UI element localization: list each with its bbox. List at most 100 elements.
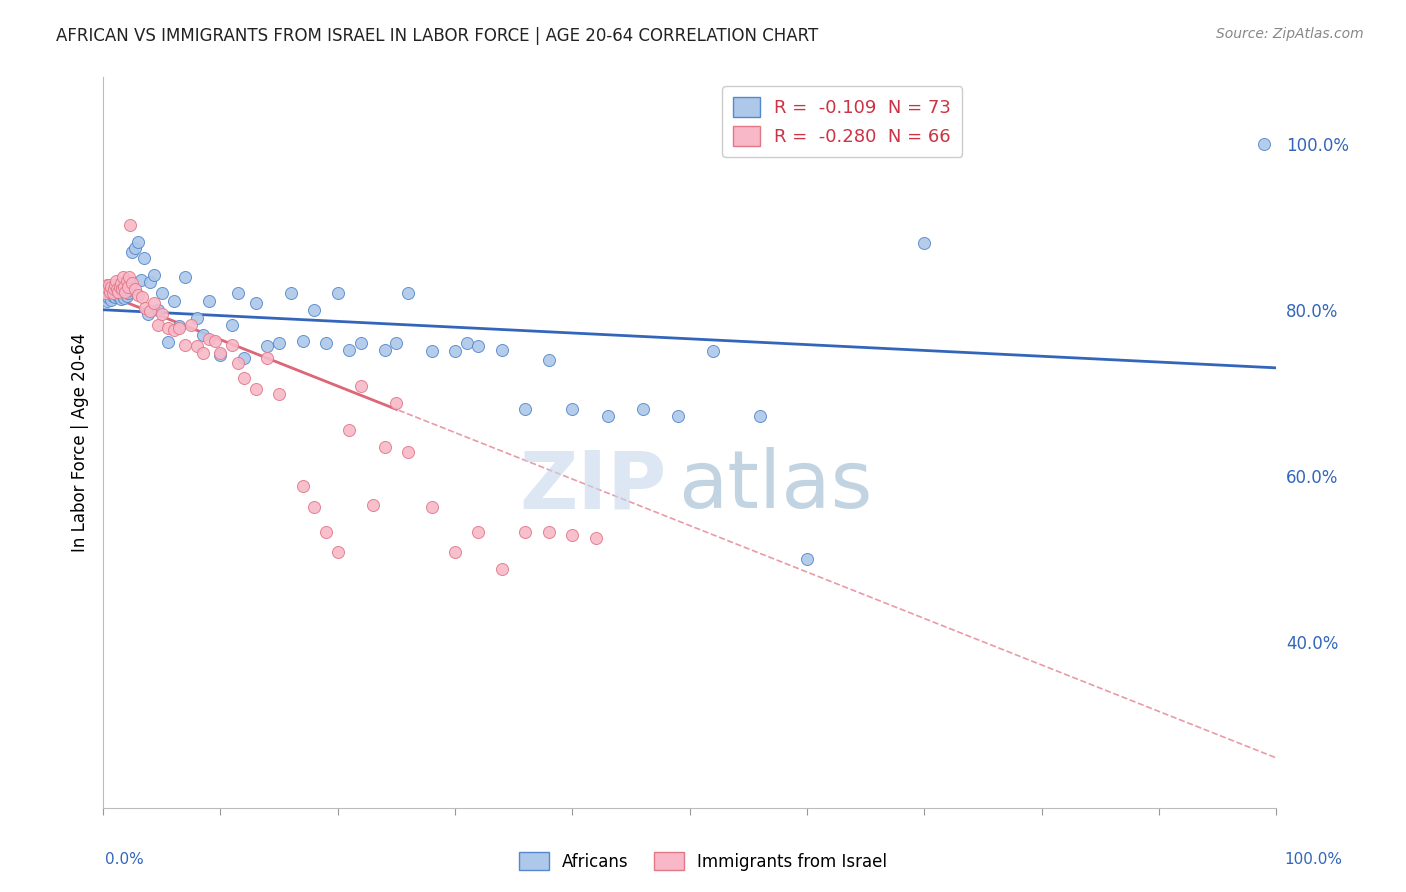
Point (127, 288, 149, 302)
Point (105, 285, 128, 299)
Text: atlas: atlas (678, 448, 872, 525)
Point (186, 339, 208, 353)
Point (129, 273, 152, 287)
Point (245, 382, 267, 396)
Point (585, 531, 607, 545)
Point (221, 318, 243, 332)
Point (148, 302, 170, 317)
Point (702, 344, 724, 359)
Point (304, 500, 326, 515)
Text: ZIP: ZIP (519, 448, 666, 525)
Point (124, 282, 146, 296)
Point (209, 348, 232, 362)
Point (186, 311, 208, 326)
Point (256, 351, 278, 365)
Point (107, 289, 129, 303)
Point (396, 286, 419, 301)
Point (232, 371, 254, 385)
Text: AFRICAN VS IMMIGRANTS FROM ISRAEL IN LABOR FORCE | AGE 20-64 CORRELATION CHART: AFRICAN VS IMMIGRANTS FROM ISRAEL IN LAB… (56, 27, 818, 45)
Point (280, 286, 302, 301)
Point (209, 346, 232, 360)
Point (291, 334, 314, 349)
Point (796, 551, 818, 566)
Point (1253, 136, 1275, 151)
Point (136, 307, 159, 321)
Point (148, 318, 170, 332)
Point (197, 332, 219, 346)
Point (108, 285, 131, 300)
Point (174, 337, 197, 351)
Point (104, 290, 127, 304)
Point (267, 387, 290, 401)
Point (98, 277, 121, 292)
Point (110, 292, 132, 306)
Point (350, 335, 373, 350)
Point (100, 279, 122, 293)
Point (112, 288, 135, 302)
Point (150, 286, 173, 301)
Point (139, 304, 162, 318)
Point (139, 275, 162, 289)
Point (115, 289, 138, 303)
Point (97, 290, 120, 304)
Point (150, 307, 173, 321)
Point (110, 277, 132, 291)
Text: 100.0%: 100.0% (1285, 852, 1343, 867)
Point (107, 285, 129, 299)
Point (111, 282, 134, 296)
Point (350, 379, 373, 393)
Text: 0.0%: 0.0% (105, 852, 145, 867)
Point (93, 286, 115, 301)
Point (339, 423, 361, 437)
Point (666, 409, 689, 423)
Point (115, 274, 138, 288)
Point (101, 289, 124, 303)
Point (267, 335, 290, 350)
Point (114, 285, 136, 299)
Point (117, 279, 139, 293)
Point (142, 296, 165, 310)
Point (467, 339, 489, 353)
Legend: R =  -0.109  N = 73, R =  -0.280  N = 66: R = -0.109 N = 73, R = -0.280 N = 66 (723, 87, 962, 157)
Point (385, 335, 408, 350)
Point (420, 344, 443, 359)
Legend: Africans, Immigrants from Israel: Africans, Immigrants from Israel (510, 844, 896, 880)
Point (131, 290, 153, 304)
Point (101, 286, 124, 301)
Point (118, 283, 141, 297)
Y-axis label: In Labor Force | Age 20-64: In Labor Force | Age 20-64 (72, 333, 89, 552)
Point (515, 402, 537, 417)
Point (105, 287, 128, 301)
Point (112, 269, 135, 284)
Point (112, 279, 135, 293)
Point (98, 288, 121, 302)
Point (491, 561, 513, 575)
Point (105, 282, 128, 296)
Point (326, 286, 349, 301)
Point (112, 291, 135, 305)
Point (124, 241, 146, 255)
Point (162, 323, 184, 337)
Point (912, 236, 935, 251)
Point (103, 286, 125, 301)
Point (100, 293, 122, 307)
Point (111, 287, 134, 301)
Point (315, 335, 337, 350)
Point (134, 252, 156, 266)
Point (515, 525, 537, 540)
Point (104, 277, 127, 292)
Point (304, 302, 326, 317)
Point (245, 296, 267, 310)
Point (114, 285, 136, 300)
Point (221, 337, 243, 351)
Point (142, 268, 165, 282)
Point (537, 352, 560, 367)
Point (180, 318, 202, 332)
Text: Source: ZipAtlas.com: Source: ZipAtlas.com (1216, 27, 1364, 41)
Point (127, 235, 149, 249)
Point (121, 277, 143, 291)
Point (467, 525, 489, 540)
Point (96, 294, 118, 309)
Point (197, 294, 219, 309)
Point (96, 277, 118, 292)
